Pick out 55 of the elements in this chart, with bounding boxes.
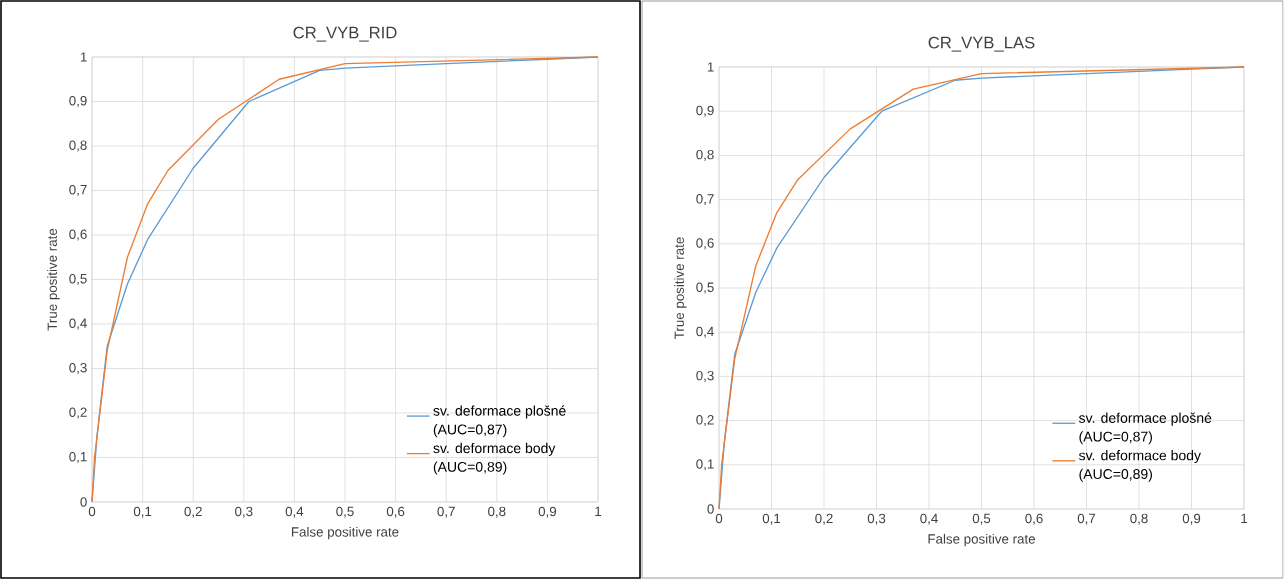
y-tick-label: 0,9 <box>696 105 714 117</box>
x-tick-label: 0 <box>88 506 96 517</box>
line-series <box>91 56 599 503</box>
y-tick-label: 0,6 <box>69 229 87 241</box>
y-tick-label: 0,4 <box>69 318 87 330</box>
line-series <box>718 66 1245 510</box>
x-tick-label: 1 <box>595 506 602 516</box>
y-tick-label: 0,8 <box>69 140 87 152</box>
x-tick-label: 0,5 <box>336 506 354 518</box>
x-tick-label: 0,2 <box>815 513 833 525</box>
y-tick-label: 0,8 <box>696 149 714 161</box>
legend-label: sv. deformace plošné (AUC=0,87) <box>1078 412 1212 445</box>
y-tick-label: 0,4 <box>696 326 714 338</box>
chart-title: CR_VYB_RID <box>293 26 397 42</box>
y-tick-label: 0,5 <box>696 282 714 294</box>
y-tick-label: 0,1 <box>69 452 87 464</box>
y-tick-label: 0,5 <box>69 274 87 286</box>
x-tick-label: 0,9 <box>1182 513 1201 525</box>
x-tick-label: 0,8 <box>488 506 506 518</box>
y-tick-label: 1 <box>707 62 714 72</box>
x-tick-label: 1 <box>1241 513 1248 523</box>
y-tick-label: 0,3 <box>696 370 714 382</box>
y-tick-label: 0,3 <box>69 363 87 375</box>
legend-label: sv. deformace plošné (AUC=0,87) <box>433 405 566 438</box>
x-tick-label: 0,6 <box>386 506 405 518</box>
x-tick-label: 0,1 <box>133 506 152 518</box>
x-axis-title: False positive rate <box>291 526 399 540</box>
x-tick-label: 0,6 <box>1025 513 1043 525</box>
chart-title: CR_VYB_LAS <box>928 36 1035 52</box>
x-tick-label: 0,3 <box>867 513 886 525</box>
y-axis-title: True positive rate <box>674 237 687 339</box>
y-axis-title: True positive rate <box>47 228 60 331</box>
y-tick-label: 0,2 <box>69 407 87 419</box>
y-tick-label: 0,7 <box>696 194 714 206</box>
y-tick-label: 0,7 <box>69 184 87 197</box>
legend-label: sv. deformace body (AUC=0,89) <box>433 442 556 475</box>
y-tick-label: 0,6 <box>696 238 714 250</box>
y-tick-label: 0,2 <box>696 415 714 427</box>
x-tick-label: 0 <box>715 513 723 524</box>
x-tick-label: 0,7 <box>1077 513 1096 525</box>
legend-label: sv. deformace body (AUC=0,89) <box>1078 450 1201 482</box>
x-tick-label: 0,7 <box>437 506 455 518</box>
y-tick-label: 1 <box>80 52 87 62</box>
y-tick-label: 0 <box>80 497 87 507</box>
x-tick-label: 0,2 <box>184 506 202 518</box>
x-tick-label: 0,3 <box>235 506 253 518</box>
x-tick-label: 0,5 <box>972 513 991 525</box>
x-tick-label: 0,4 <box>920 513 938 525</box>
x-tick-label: 0,8 <box>1130 513 1148 525</box>
x-tick-label: 0,1 <box>762 513 781 525</box>
x-tick-label: 0,9 <box>538 506 557 518</box>
x-axis-title: False positive rate <box>928 533 1035 547</box>
x-tick-label: 0,4 <box>285 506 304 518</box>
y-tick-label: 0,9 <box>69 95 87 108</box>
y-tick-label: 0,1 <box>696 459 714 471</box>
